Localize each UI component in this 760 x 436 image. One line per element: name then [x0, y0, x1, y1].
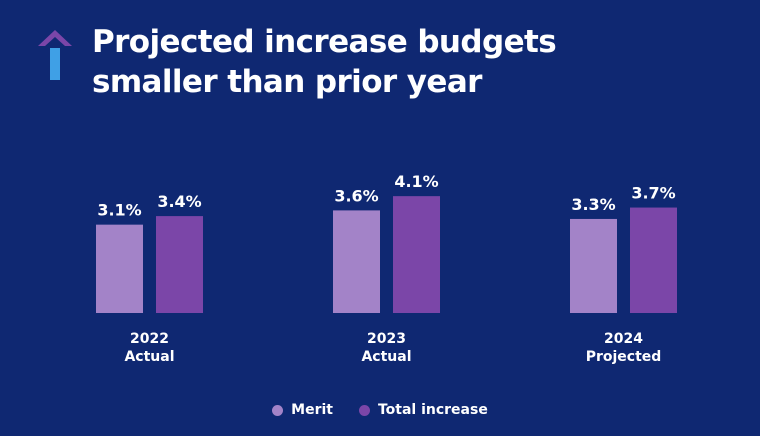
category-label-2022-line-2: Actual [124, 349, 174, 365]
data-label-total-increase-2024: 3.7% [631, 184, 675, 203]
category-label-2023-line-2: Actual [361, 349, 411, 365]
legend-swatch-total-increase [358, 404, 370, 416]
legend-swatch-merit [272, 404, 284, 416]
bar-merit-2022 [96, 224, 143, 313]
chart-title: Projected increase budgets smaller than … [92, 22, 557, 102]
legend-item-merit: Merit [272, 402, 333, 418]
data-label-total-increase-2023: 4.1% [394, 172, 438, 191]
bar-total-increase-2022 [156, 216, 203, 313]
legend-item-total-increase: Total increase [358, 402, 488, 418]
bar-merit-2023 [333, 210, 380, 313]
chart-title-line-1: Projected increase budgets [92, 24, 557, 60]
legend-label-merit: Merit [291, 402, 333, 418]
legend-label-total-increase: Total increase [377, 402, 488, 418]
bar-merit-2024 [570, 218, 617, 313]
category-label-2022-line-1: 2022 [130, 331, 169, 347]
legend: Merit Total increase [0, 402, 760, 418]
chart-title-line-2: smaller than prior year [92, 64, 482, 100]
category-label-2023-line-1: 2023 [367, 331, 406, 347]
data-label-merit-2023: 3.6% [334, 186, 378, 205]
data-label-total-increase-2022: 3.4% [157, 192, 201, 211]
chart-header: Projected increase budgets smaller than … [38, 22, 557, 102]
category-label-2024-line-2: Projected [586, 349, 662, 365]
data-label-merit-2024: 3.3% [571, 195, 615, 214]
up-arrow-icon [38, 30, 72, 80]
bar-total-increase-2024 [630, 207, 677, 313]
data-label-merit-2022: 3.1% [97, 201, 141, 220]
category-label-2024-line-1: 2024 [604, 331, 643, 347]
bar-total-increase-2023 [393, 196, 440, 313]
